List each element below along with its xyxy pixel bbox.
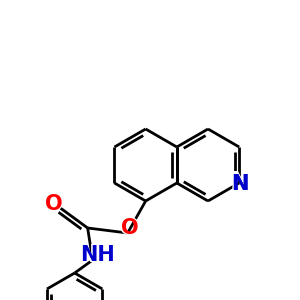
Text: O: O <box>45 194 62 214</box>
Text: O: O <box>119 216 140 240</box>
Text: N: N <box>232 174 249 194</box>
Text: N: N <box>229 171 251 197</box>
Text: O: O <box>121 218 139 238</box>
Text: N: N <box>232 174 249 194</box>
Text: NH: NH <box>80 245 115 265</box>
Text: NH: NH <box>77 243 118 267</box>
Text: O: O <box>43 192 64 216</box>
